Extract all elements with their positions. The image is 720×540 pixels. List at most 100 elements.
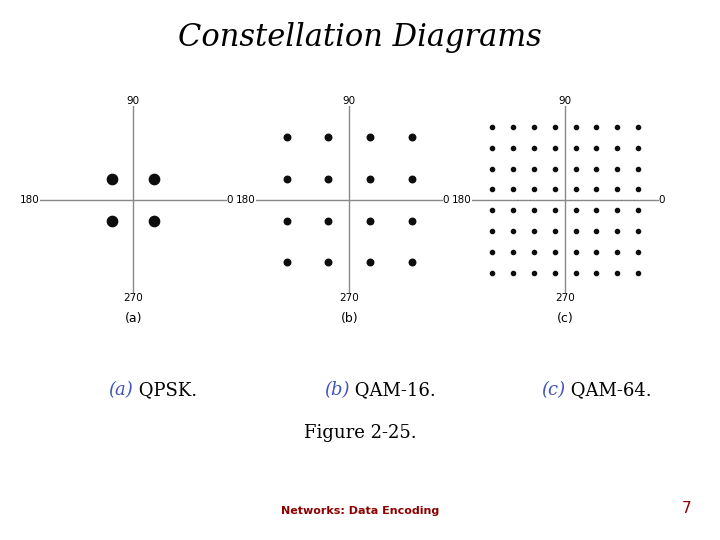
Point [528,123,540,131]
Point [590,247,602,256]
Point [487,268,498,277]
Point [549,247,561,256]
Text: 270: 270 [123,293,143,303]
Point [528,185,540,194]
Point [611,164,623,173]
Text: 270: 270 [339,293,359,303]
Point [487,123,498,131]
Point [364,217,376,225]
Text: QAM-16.: QAM-16. [349,381,436,399]
Point [148,174,160,183]
Point [549,227,561,235]
Point [611,268,623,277]
Text: 180: 180 [20,195,40,205]
Text: 90: 90 [559,96,572,106]
Point [632,164,644,173]
Point [528,164,540,173]
Text: 0: 0 [659,195,665,205]
Point [611,227,623,235]
Point [508,227,519,235]
Point [487,164,498,173]
Point [632,206,644,214]
Point [281,258,292,267]
Text: Constellation Diagrams: Constellation Diagrams [178,22,542,52]
Point [611,123,623,131]
Point [570,123,581,131]
Text: 0: 0 [227,195,233,205]
Point [570,227,581,235]
Point [364,258,376,267]
Text: (b): (b) [324,381,349,399]
Point [590,123,602,131]
Point [148,217,160,225]
Point [508,123,519,131]
Point [406,258,418,267]
Point [590,164,602,173]
Point [611,247,623,256]
Point [528,206,540,214]
Point [406,174,418,183]
Text: Figure 2-25.: Figure 2-25. [304,424,416,442]
Point [611,144,623,152]
Point [528,227,540,235]
Point [107,217,118,225]
Point [487,185,498,194]
Point [364,174,376,183]
Point [632,123,644,131]
Point [487,206,498,214]
Point [508,144,519,152]
Point [549,206,561,214]
Point [508,206,519,214]
Point [590,227,602,235]
Point [528,247,540,256]
Point [487,144,498,152]
Point [570,185,581,194]
Point [528,268,540,277]
Point [406,133,418,141]
Point [508,164,519,173]
Point [549,164,561,173]
Point [487,227,498,235]
Text: (a): (a) [109,381,133,399]
Text: Networks: Data Encoding: Networks: Data Encoding [281,505,439,516]
Point [570,164,581,173]
Point [487,247,498,256]
Point [590,144,602,152]
Text: 270: 270 [555,293,575,303]
Text: 180: 180 [236,195,256,205]
Point [549,144,561,152]
Point [611,185,623,194]
Text: 90: 90 [343,96,356,106]
Text: 7: 7 [682,501,691,516]
Point [570,268,581,277]
Point [549,185,561,194]
Text: (c): (c) [557,312,574,325]
Point [632,268,644,277]
Point [281,174,292,183]
Text: 180: 180 [452,195,472,205]
Text: 0: 0 [443,195,449,205]
Point [323,258,334,267]
Point [528,144,540,152]
Point [632,185,644,194]
Text: 90: 90 [127,96,140,106]
Point [406,217,418,225]
Point [611,206,623,214]
Point [570,144,581,152]
Point [632,247,644,256]
Point [590,268,602,277]
Text: (b): (b) [341,312,358,325]
Point [508,247,519,256]
Point [508,268,519,277]
Point [632,144,644,152]
Point [549,123,561,131]
Point [590,206,602,214]
Point [590,185,602,194]
Point [570,247,581,256]
Point [281,217,292,225]
Point [323,133,334,141]
Text: QPSK.: QPSK. [133,381,197,399]
Point [323,174,334,183]
Point [281,133,292,141]
Text: (c): (c) [541,381,565,399]
